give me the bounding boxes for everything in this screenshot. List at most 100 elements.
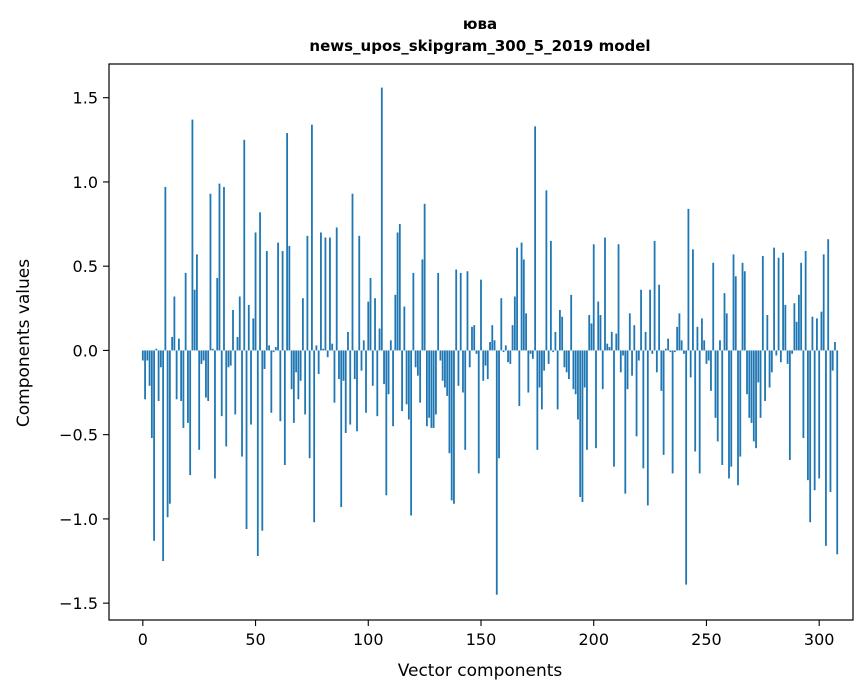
bar bbox=[577, 350, 579, 420]
bar bbox=[705, 350, 708, 364]
bar bbox=[669, 350, 672, 353]
bar bbox=[786, 350, 789, 364]
bar bbox=[689, 350, 692, 378]
bar bbox=[527, 350, 530, 393]
bar bbox=[649, 289, 651, 351]
bar bbox=[509, 350, 512, 364]
bar bbox=[191, 119, 194, 351]
bar bbox=[247, 304, 250, 351]
bar bbox=[475, 350, 478, 354]
bar bbox=[396, 232, 399, 351]
bar bbox=[349, 350, 352, 425]
bar bbox=[773, 247, 775, 351]
bar bbox=[263, 350, 266, 369]
bar bbox=[590, 323, 593, 351]
bar bbox=[816, 318, 818, 351]
x-tick-label: 300 bbox=[804, 630, 835, 649]
bar bbox=[299, 350, 302, 381]
bar bbox=[574, 350, 577, 395]
bar bbox=[631, 350, 633, 376]
bar bbox=[588, 315, 591, 351]
bar bbox=[428, 350, 431, 418]
bar bbox=[430, 350, 433, 428]
bar bbox=[820, 311, 823, 351]
bar bbox=[250, 350, 252, 425]
bar bbox=[168, 350, 171, 504]
bar bbox=[171, 336, 174, 351]
bar bbox=[286, 133, 289, 351]
bar bbox=[655, 350, 658, 373]
bar bbox=[477, 350, 480, 474]
bar bbox=[592, 244, 595, 351]
bar bbox=[338, 350, 340, 380]
bar bbox=[538, 350, 541, 388]
bar bbox=[725, 313, 728, 351]
bar bbox=[622, 350, 624, 356]
bar bbox=[238, 296, 241, 351]
bar bbox=[340, 350, 343, 508]
bar bbox=[256, 350, 259, 556]
bar bbox=[315, 345, 318, 351]
bar bbox=[313, 350, 316, 523]
bar bbox=[270, 350, 273, 413]
bar bbox=[635, 350, 638, 437]
bar bbox=[721, 350, 724, 465]
bar bbox=[283, 350, 286, 465]
bar bbox=[322, 348, 325, 351]
bar bbox=[245, 350, 248, 530]
bar bbox=[214, 350, 216, 479]
bar bbox=[362, 340, 365, 351]
bar bbox=[831, 350, 834, 371]
bar bbox=[265, 251, 268, 351]
bar bbox=[752, 350, 755, 442]
bar bbox=[261, 350, 264, 531]
bar bbox=[791, 350, 794, 354]
y-axis-ticks: −1.5 −1.0 −0.5 0.0 0.5 1.0 1.5 bbox=[59, 89, 109, 613]
y-tick-label: 0.0 bbox=[73, 341, 98, 360]
bar bbox=[466, 271, 469, 351]
bar bbox=[766, 315, 769, 351]
bar bbox=[439, 350, 442, 361]
bar bbox=[768, 350, 771, 388]
bar bbox=[232, 309, 234, 351]
bar bbox=[392, 350, 394, 427]
bar bbox=[703, 340, 706, 351]
bar bbox=[252, 318, 255, 351]
bar bbox=[193, 289, 196, 351]
bar bbox=[552, 350, 555, 353]
bar bbox=[365, 350, 367, 413]
bar bbox=[448, 350, 451, 454]
bar bbox=[597, 301, 600, 351]
y-tick-label: −0.5 bbox=[59, 426, 98, 445]
bar bbox=[581, 350, 584, 503]
bar bbox=[272, 350, 275, 353]
bar bbox=[376, 350, 379, 417]
bar bbox=[498, 350, 500, 459]
bar bbox=[335, 227, 338, 351]
bar bbox=[410, 350, 413, 516]
bar bbox=[737, 350, 739, 486]
bar bbox=[416, 350, 419, 376]
bar bbox=[380, 87, 383, 351]
bar bbox=[304, 350, 307, 415]
bar bbox=[719, 340, 721, 351]
bar bbox=[209, 193, 212, 351]
bar bbox=[385, 350, 388, 496]
bar bbox=[480, 279, 482, 351]
bar bbox=[784, 304, 787, 351]
x-axis-label: Vector components bbox=[398, 661, 563, 681]
bar bbox=[671, 350, 674, 474]
bar bbox=[536, 350, 539, 450]
bar bbox=[511, 325, 514, 351]
bar bbox=[347, 331, 349, 351]
bar bbox=[342, 350, 345, 381]
bar bbox=[241, 350, 243, 457]
bar bbox=[694, 350, 697, 452]
bar bbox=[782, 252, 785, 351]
bar bbox=[716, 350, 719, 442]
bar bbox=[685, 350, 688, 585]
bar bbox=[425, 350, 428, 427]
bar bbox=[432, 350, 435, 428]
bar bbox=[153, 350, 155, 541]
